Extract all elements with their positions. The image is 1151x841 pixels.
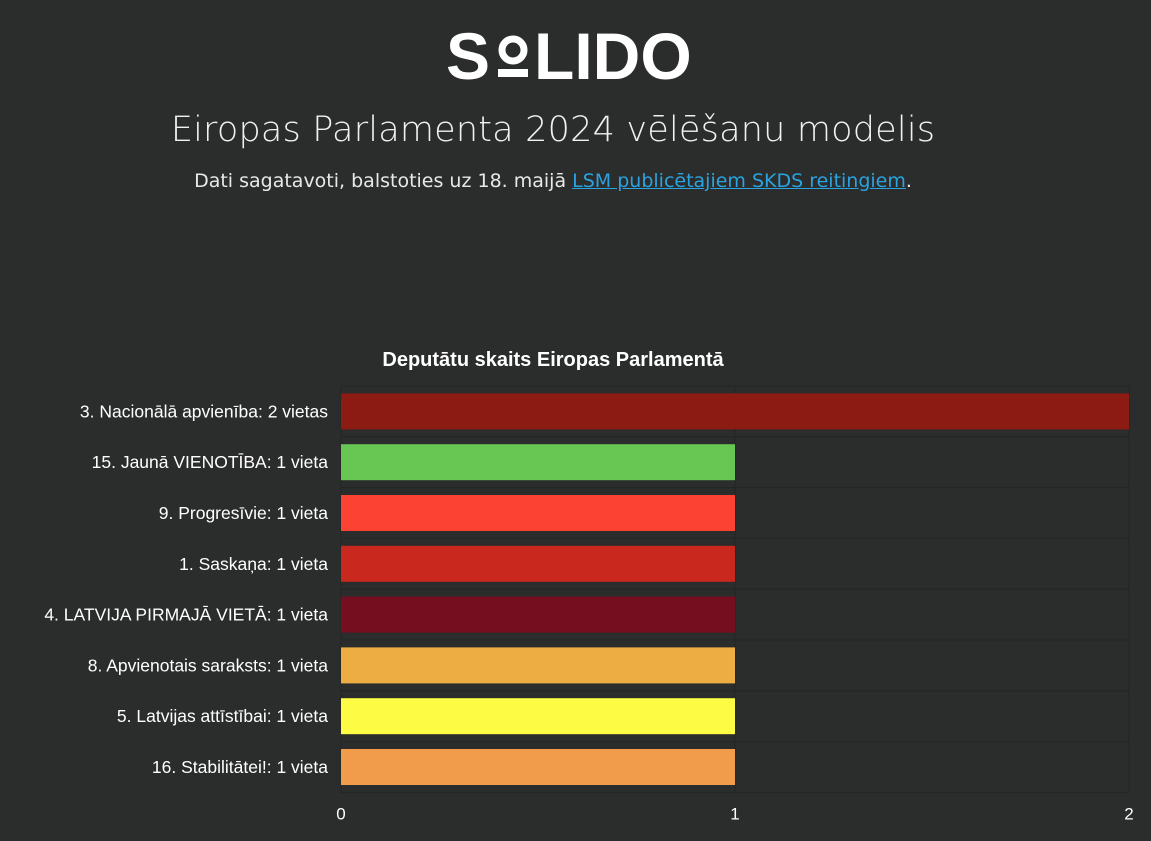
category-label: 5. Latvijas attīstībai: 1 vieta <box>117 706 328 726</box>
x-tick-label: 0 <box>336 804 345 823</box>
bar <box>341 444 735 481</box>
bar <box>341 596 735 633</box>
page-title: Eiropas Parlamenta 2024 vēlēšanu modelis <box>170 110 936 150</box>
category-label: 15. Jaunā VIENOTĪBA: 1 vieta <box>92 452 329 472</box>
category-label: 1. Saskaņa: 1 vieta <box>179 554 328 574</box>
bar <box>341 647 735 684</box>
skds-ratings-link[interactable]: LSM publicētajiem SKDS reitingiem <box>572 170 906 192</box>
x-tick-label: 1 <box>730 804 739 823</box>
svg-text:LIDO: LIDO <box>534 22 692 88</box>
bar <box>341 698 735 735</box>
seats-bar-chart: Deputātu skaits Eiropas Parlamentā 3. Nac… <box>0 330 1151 841</box>
category-label: 9. Progresīvie: 1 vieta <box>159 503 329 523</box>
solido-logo[interactable]: S LIDO <box>0 22 1151 88</box>
bar <box>341 393 1129 430</box>
category-label: 8. Apvienotais saraksts: 1 vieta <box>88 655 329 675</box>
solido-logo-mark: S LIDO <box>446 22 692 88</box>
chart-title: Deputātu skaits Eiropas Parlamentā <box>382 349 724 371</box>
subtitle-text: Dati sagatavoti, balstoties uz 18. maijā <box>194 170 573 192</box>
subtitle-period: . <box>905 170 912 192</box>
bar <box>341 749 735 785</box>
category-label: 4. LATVIJA PIRMAJĀ VIETĀ: 1 vieta <box>44 605 328 625</box>
category-label: 16. Stabilitātei!: 1 vieta <box>152 757 328 777</box>
bar <box>341 545 735 582</box>
subtitle: Dati sagatavoti, balstoties uz 18. maijā… <box>0 170 1106 192</box>
x-tick-label: 2 <box>1124 804 1133 823</box>
category-label: 3. Nacionālā apvienība: 2 vietas <box>80 401 328 421</box>
bar <box>341 495 735 531</box>
chart-svg: Deputātu skaits Eiropas Parlamentā 3. Nac… <box>44 349 1133 823</box>
svg-text:S: S <box>446 22 490 88</box>
